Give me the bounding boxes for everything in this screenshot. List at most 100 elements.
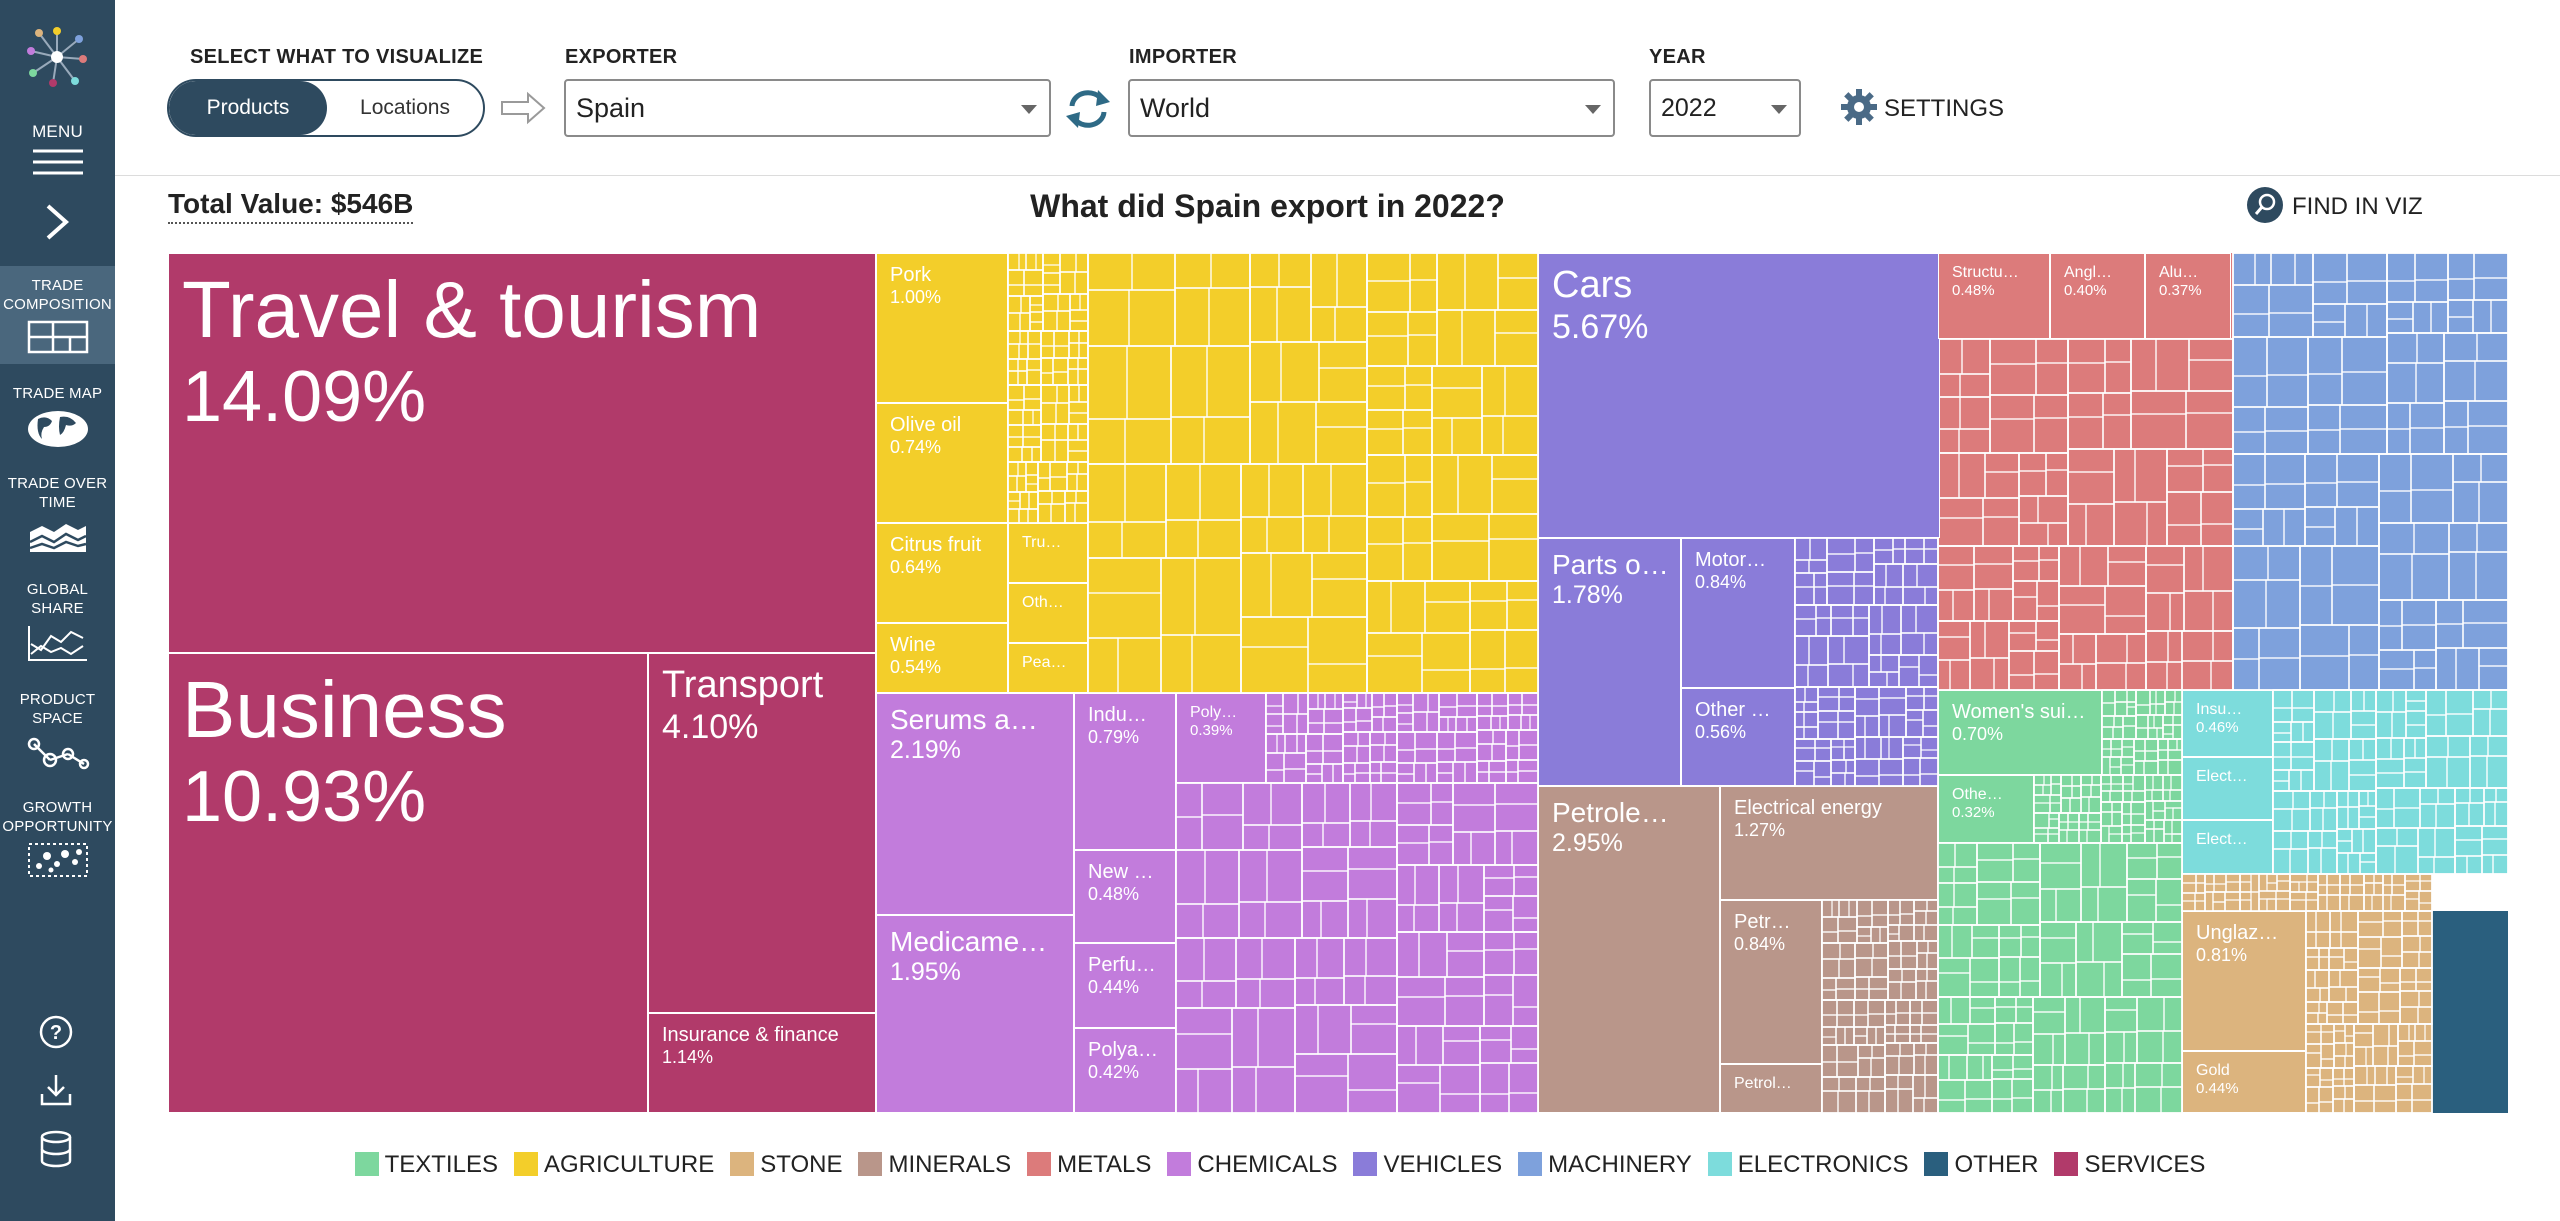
treemap-tile[interactable]: Parts o… 1.78% (1538, 538, 1681, 786)
scatter-icon (27, 843, 88, 877)
tile-name: Gold (2196, 1062, 2230, 1079)
treemap-tile[interactable]: Unglaz… 0.81% (2182, 911, 2306, 1051)
treemap-tile[interactable]: Women's sui… 0.70% (1938, 690, 2102, 775)
treemap-tile[interactable]: Perfu… 0.44% (1074, 943, 1176, 1028)
tile-share: 1.27% (1734, 820, 1786, 840)
treemap-tile[interactable]: Angl… 0.40% (2050, 253, 2145, 339)
tile-label: Motor… 0.84% (1695, 549, 1766, 593)
treemap-tile[interactable]: Other … 0.56% (1681, 688, 1795, 786)
treemap-tile[interactable]: Oth… (1008, 583, 1088, 643)
nav-label: COMPOSITION (3, 296, 112, 313)
nav-trade-over-time[interactable]: TRADE OVER TIME (0, 474, 115, 554)
legend-item[interactable]: CHEMICALS (1167, 1151, 1337, 1179)
download-icon[interactable] (38, 1072, 74, 1108)
legend-label: SERVICES (2084, 1150, 2206, 1178)
legend-item[interactable]: SERVICES (2054, 1151, 2205, 1179)
tile-name: Elect… (2196, 831, 2248, 848)
treemap-tile[interactable]: Wine 0.54% (876, 623, 1008, 693)
exporter-select[interactable]: Spain (564, 79, 1051, 137)
settings-button[interactable]: SETTINGS (1840, 88, 2004, 126)
tile-name: Insu… (2196, 701, 2243, 718)
tile-label: Electrical energy 1.27% (1734, 797, 1882, 841)
legend-item[interactable]: AGRICULTURE (513, 1151, 714, 1179)
tile-label: Othe… 0.32% (1952, 786, 2003, 822)
nav-label: OPPORTUNITY (2, 818, 113, 835)
tile-share: 0.32% (1952, 804, 1995, 822)
treemap-tile[interactable]: Elect… (2182, 820, 2273, 874)
tile-share: 4.10% (662, 707, 759, 746)
tile-label: Serums a… 2.19% (890, 704, 1038, 765)
treemap-tile[interactable]: Medicame… 1.95% (876, 915, 1074, 1113)
find-in-viz-button[interactable]: FIND IN VIZ (2246, 186, 2423, 224)
treemap-tile[interactable]: Electrical energy 1.27% (1720, 786, 1938, 900)
chevron-right-icon[interactable] (42, 202, 72, 242)
treemap-tile[interactable]: Poly… 0.39% (1176, 693, 1266, 783)
treemap-tile[interactable]: Pork 1.00% (876, 253, 1008, 403)
treemap-tile[interactable]: Motor… 0.84% (1681, 538, 1795, 688)
treemap-tile[interactable]: New … 0.48% (1074, 850, 1176, 943)
products-option[interactable]: Products (169, 81, 327, 135)
year-select[interactable]: 2022 (1649, 79, 1801, 137)
app-logo-icon[interactable] (25, 25, 89, 89)
treemap-tile[interactable]: Insu… 0.46% (2182, 690, 2273, 757)
tile-share: 1.78% (1552, 581, 1623, 610)
products-locations-toggle[interactable]: Products Locations (167, 79, 485, 137)
legend-item[interactable]: MINERALS (858, 1151, 1011, 1179)
menu-button[interactable]: MENU (0, 122, 115, 177)
treemap-tile[interactable]: Polya… 0.42% (1074, 1028, 1176, 1113)
tile-label: Elect… (2196, 831, 2248, 849)
treemap-tile[interactable]: Othe… 0.32% (1938, 775, 2034, 843)
legend-label: CHEMICALS (1197, 1150, 1338, 1178)
treemap-tile[interactable]: Insurance & finance 1.14% (648, 1013, 876, 1113)
treemap-tile[interactable]: Business 10.93% (168, 653, 648, 1113)
legend-item[interactable]: OTHER (1924, 1151, 2038, 1179)
treemap-tile[interactable]: Serums a… 2.19% (876, 693, 1074, 915)
tile-name: Pea… (1022, 654, 1067, 671)
legend-item[interactable]: TEXTILES (354, 1151, 498, 1179)
tile-share: 0.48% (1088, 884, 1140, 904)
tile-label: Petr… 0.84% (1734, 911, 1791, 955)
treemap-tile[interactable]: Elect… (2182, 757, 2273, 820)
tile-label: Business 10.93% (182, 664, 507, 839)
tile-label: Pork 1.00% (890, 264, 941, 308)
tile-label: Parts o… 1.78% (1552, 549, 1669, 610)
treemap-tile[interactable]: Indu… 0.79% (1074, 693, 1176, 850)
tile-label: Women's sui… 0.70% (1952, 701, 2086, 745)
nav-global-share[interactable]: GLOBAL SHARE (0, 580, 115, 662)
treemap-tile[interactable]: Olive oil 0.74% (876, 403, 1008, 523)
nav-trade-map[interactable]: TRADE MAP (0, 384, 115, 449)
nav-label: TIME (39, 494, 76, 511)
tile-name: Parts o… (1552, 549, 1669, 580)
tile-share: 10.93% (182, 757, 427, 837)
legend-item[interactable]: METALS (1027, 1151, 1151, 1179)
treemap-tile[interactable]: Petrol… (1720, 1064, 1822, 1113)
treemap-tile[interactable]: Cars 5.67% (1538, 253, 1940, 538)
database-icon[interactable] (38, 1130, 74, 1168)
nav-trade-composition[interactable]: TRADE COMPOSITION (0, 266, 115, 364)
tile-label: Citrus fruit 0.64% (890, 534, 981, 578)
legend-item[interactable]: STONE (730, 1151, 842, 1179)
tile-share: 0.84% (1695, 572, 1747, 592)
treemap-tile[interactable]: Structu… 0.48% (1938, 253, 2050, 339)
tile-name: Pork (890, 264, 932, 286)
treemap-tile[interactable]: Citrus fruit 0.64% (876, 523, 1008, 623)
treemap-tile[interactable]: Transport 4.10% (648, 653, 876, 1013)
swap-icon[interactable] (1064, 86, 1112, 132)
treemap-tile[interactable]: Gold 0.44% (2182, 1051, 2306, 1113)
locations-option[interactable]: Locations (360, 96, 450, 119)
treemap-tile[interactable]: Travel & tourism 14.09% (168, 253, 876, 653)
find-in-viz-label: FIND IN VIZ (2292, 193, 2423, 220)
treemap-tile[interactable]: Petr… 0.84% (1720, 900, 1822, 1064)
treemap-tile[interactable]: Alu… 0.37% (2145, 253, 2231, 339)
nav-growth-opportunity[interactable]: GROWTH OPPORTUNITY (0, 798, 115, 878)
legend-item[interactable]: VEHICLES (1353, 1151, 1502, 1179)
treemap-tile[interactable]: Petrole… 2.95% (1538, 786, 1720, 1113)
treemap-tile[interactable]: Tru… (1008, 523, 1088, 583)
legend-item[interactable]: ELECTRONICS (1707, 1151, 1908, 1179)
treemap-tile[interactable]: Pea… (1008, 643, 1088, 693)
legend-label: MINERALS (888, 1150, 1012, 1178)
help-icon[interactable]: ? (38, 1014, 74, 1050)
nav-product-space[interactable]: PRODUCT SPACE (0, 690, 115, 774)
importer-select[interactable]: World (1128, 79, 1615, 137)
legend-item[interactable]: MACHINERY (1518, 1151, 1692, 1179)
